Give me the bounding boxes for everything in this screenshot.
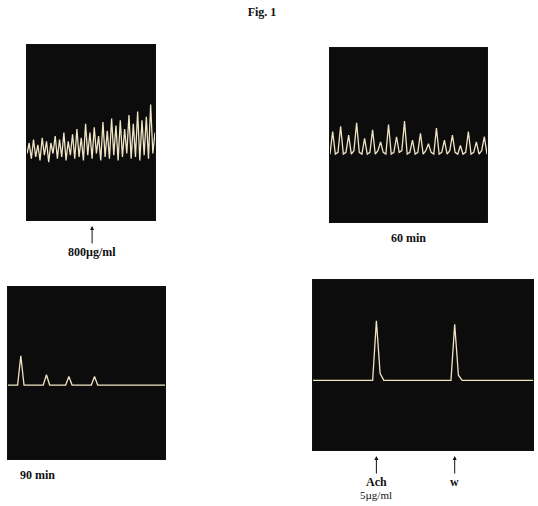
svg-text:w: w	[450, 475, 459, 489]
svg-text:60 min: 60 min	[391, 231, 426, 245]
svg-text:Ach: Ach	[366, 475, 387, 489]
svg-text:90 min: 90 min	[20, 468, 55, 482]
svg-text:Fig. 1: Fig. 1	[248, 5, 277, 19]
svg-text:5µg/ml: 5µg/ml	[360, 489, 392, 501]
svg-text:800µg/ml: 800µg/ml	[68, 245, 116, 259]
